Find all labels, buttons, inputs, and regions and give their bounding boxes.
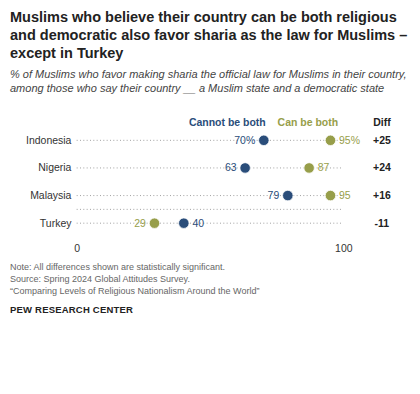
html-text:% of Muslims who favor making: % of Muslims who favor making sharia the…: [10, 68, 407, 94]
html-text:PEW RESEARCH CENTER: PEW RESEARCH CENTER: [10, 303, 134, 315]
svg-text:+24: +24: [373, 162, 391, 173]
svg-text:70%: 70%: [234, 135, 255, 146]
svg-text:95%: 95%: [339, 135, 360, 146]
svg-text:29: 29: [134, 218, 146, 229]
svg-text:79: 79: [268, 190, 280, 201]
svg-text:0: 0: [74, 243, 80, 254]
svg-text:Indonesia: Indonesia: [26, 135, 72, 146]
svg-text:+25: +25: [373, 135, 391, 146]
html-text:Note: All differences shown ar: Note: All differences shown are statisti…: [10, 261, 225, 272]
svg-text:Diff: Diff: [373, 117, 391, 128]
svg-text:+16: +16: [373, 190, 391, 201]
svg-text:87: 87: [318, 162, 330, 173]
html-text:Source: Spring 2024 Global Att: Source: Spring 2024 Global Attitudes Sur…: [10, 273, 190, 284]
svg-text:Can be both: Can be both: [278, 117, 338, 128]
svg-text:40: 40: [192, 218, 204, 229]
svg-text:Malaysia: Malaysia: [30, 190, 71, 201]
svg-text:Turkey: Turkey: [40, 218, 72, 229]
svg-text:Cannot be both: Cannot be both: [189, 117, 266, 128]
svg-text:Nigeria: Nigeria: [38, 162, 71, 173]
html-text:“Comparing Levels of Religious: “Comparing Levels of Religious Nationali…: [10, 285, 260, 296]
svg-text:-11: -11: [375, 218, 390, 229]
svg-text:63: 63: [225, 162, 237, 173]
svg-text:95: 95: [339, 190, 351, 201]
html-text:Muslims who believe their coun: Muslims who believe their country can be…: [10, 9, 408, 61]
svg-text:100: 100: [335, 243, 353, 254]
